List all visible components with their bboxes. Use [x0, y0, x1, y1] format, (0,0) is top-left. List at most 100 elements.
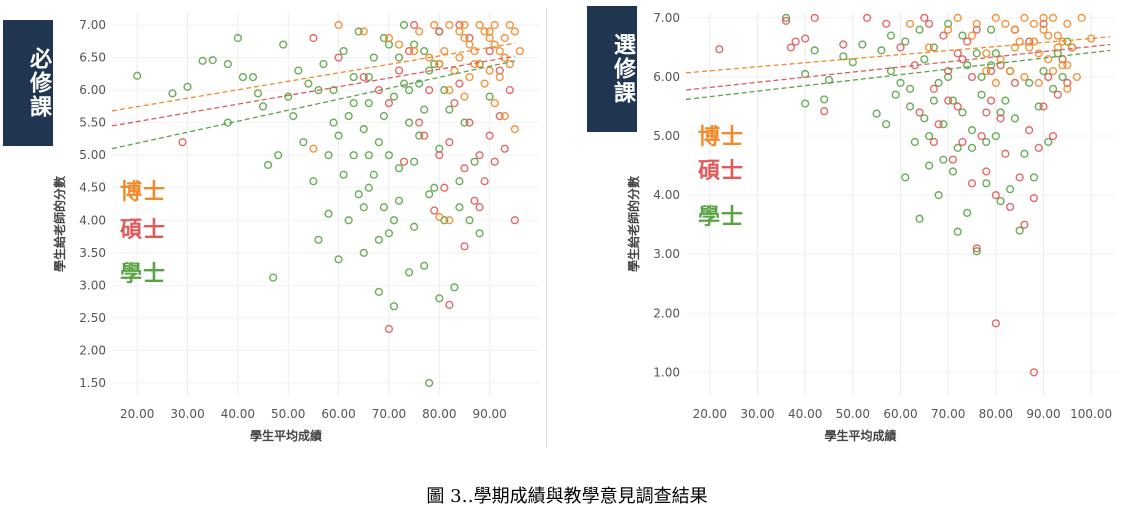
chart-title-elective: 選修課	[587, 6, 637, 132]
data-point	[404, 268, 414, 277]
data-point	[490, 40, 499, 49]
data-point	[284, 92, 293, 101]
data-point	[324, 151, 333, 160]
data-point	[901, 37, 910, 46]
data-point	[420, 131, 429, 140]
data-point	[896, 78, 905, 87]
data-point	[886, 66, 896, 76]
data-point	[1048, 131, 1058, 141]
data-point	[1015, 173, 1024, 182]
data-point	[410, 222, 419, 231]
data-point	[359, 72, 368, 82]
data-point	[465, 72, 474, 82]
data-point	[440, 46, 449, 56]
data-point	[334, 131, 343, 140]
data-point	[460, 164, 469, 173]
data-point	[967, 143, 977, 152]
data-point	[455, 53, 464, 62]
data-point	[896, 43, 905, 52]
data-point	[384, 33, 394, 43]
data-point	[485, 66, 494, 75]
data-point	[925, 19, 934, 28]
data-point	[329, 86, 338, 95]
data-point	[944, 66, 953, 76]
data-point	[991, 49, 1000, 58]
data-point	[991, 131, 1000, 141]
data-point	[460, 33, 469, 43]
data-point	[475, 151, 484, 160]
data-point	[425, 190, 434, 199]
data-point	[334, 20, 343, 30]
data-point	[977, 131, 986, 141]
data-point	[1048, 66, 1058, 76]
data-point	[420, 105, 429, 114]
data-point	[925, 131, 934, 141]
data-point	[455, 203, 464, 212]
data-point	[1058, 37, 1067, 46]
data-point	[460, 92, 469, 101]
data-point	[910, 137, 919, 147]
data-point	[996, 108, 1005, 117]
trendline-phd	[685, 36, 1111, 74]
x-tick-label: 40.00	[788, 407, 822, 421]
data-point	[384, 229, 394, 238]
x-tick-label: 30.00	[740, 407, 774, 421]
data-point	[715, 45, 724, 54]
data-point	[435, 151, 444, 160]
data-point	[309, 144, 318, 153]
data-point	[915, 108, 924, 117]
data-point	[334, 255, 343, 264]
data-point	[801, 69, 810, 79]
series-master	[715, 13, 1077, 377]
data-point	[364, 99, 373, 108]
data-point	[515, 46, 524, 56]
data-point	[996, 61, 1005, 70]
data-point	[465, 118, 474, 127]
data-point	[349, 99, 358, 108]
data-point	[133, 71, 142, 80]
data-point	[369, 170, 378, 179]
data-point	[1029, 173, 1039, 182]
data-point	[944, 96, 953, 105]
series-bachelor	[782, 13, 1072, 256]
data-point	[389, 216, 399, 225]
data-point	[786, 43, 795, 52]
data-point	[269, 273, 278, 282]
data-point	[309, 177, 318, 186]
data-point	[339, 46, 348, 56]
data-point	[304, 79, 313, 88]
y-tick-label: 7.00	[79, 18, 106, 32]
data-point	[939, 155, 948, 164]
data-point	[399, 157, 409, 166]
data-point	[495, 46, 504, 56]
data-point	[279, 40, 288, 49]
x-axis-title: 學生平均成績	[824, 428, 896, 443]
data-point	[510, 125, 519, 134]
data-point	[953, 13, 962, 23]
data-point	[925, 43, 934, 52]
data-point	[480, 27, 489, 36]
series-phd	[309, 20, 524, 225]
data-point	[986, 25, 996, 34]
data-point	[500, 144, 509, 153]
data-point	[948, 155, 958, 164]
data-point	[389, 92, 399, 101]
data-point	[1029, 368, 1039, 377]
data-point	[495, 72, 504, 82]
data-point	[948, 96, 958, 105]
data-point	[1020, 13, 1029, 23]
data-point	[953, 143, 962, 152]
data-point	[394, 53, 404, 62]
data-point	[233, 33, 242, 43]
data-point	[410, 157, 419, 166]
data-point	[1063, 84, 1072, 93]
data-point	[505, 86, 514, 95]
data-point	[455, 79, 464, 88]
data-point	[877, 46, 886, 55]
data-point	[399, 20, 409, 30]
x-tick-label: 50.00	[836, 407, 870, 421]
data-point	[465, 216, 474, 225]
data-point	[982, 108, 991, 117]
scatter-chart-required: 20.00 30.00 40.00 50.00 60.00 70.00 80.00 90.00…	[52, 12, 540, 443]
data-point	[782, 16, 791, 25]
